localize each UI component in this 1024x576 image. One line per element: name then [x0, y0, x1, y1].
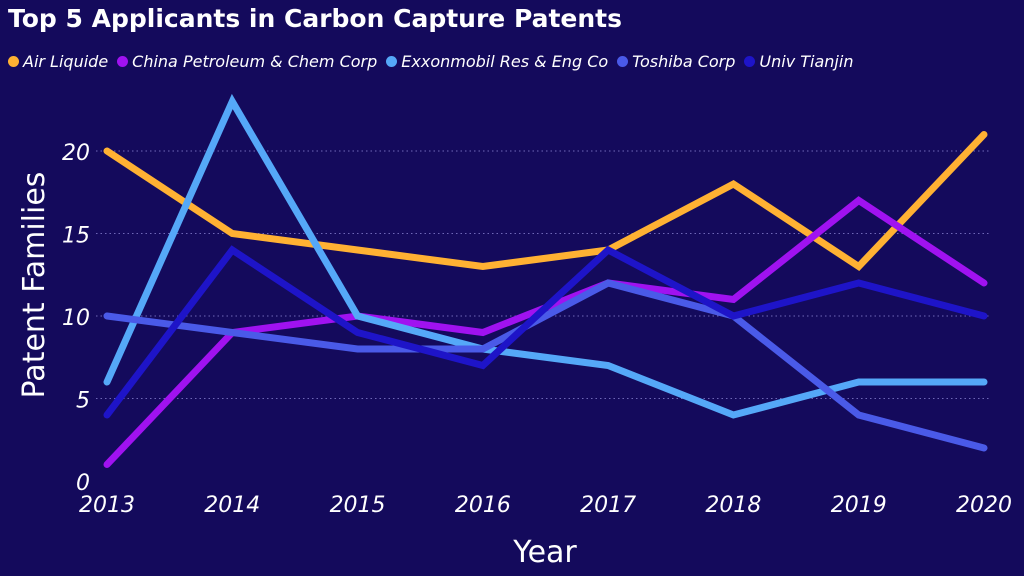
- legend-marker-icon: [617, 56, 629, 67]
- series-line-3: [103, 279, 988, 452]
- legend-label: Exxonmobil Res & Eng Co: [401, 52, 609, 71]
- y-axis-title: Patent Families: [17, 172, 52, 399]
- series-line-2: [103, 93, 988, 419]
- y-tick-label: 10: [62, 306, 90, 331]
- legend-marker-icon: [8, 56, 19, 67]
- x-tick-label: 2020: [956, 493, 1012, 518]
- legend-item-air-liquide: Air Liquide: [8, 52, 108, 71]
- legend-marker-icon: [117, 56, 129, 67]
- x-tick-label: 2018: [705, 493, 761, 518]
- legend-item-china-petroleum: China Petroleum & Chem Corp: [117, 52, 377, 71]
- x-tick-label: 2014: [204, 493, 260, 518]
- series-line-4: [103, 245, 988, 419]
- x-axis-title: Year: [512, 535, 577, 570]
- axis-ticks: 0 5 10 15 20 2013 2014 2015 2016 2017 2018 2019 2020: [62, 141, 1012, 518]
- series-line-0: [103, 131, 988, 272]
- legend-item-univ-tianjin: Univ Tianjin: [744, 52, 853, 71]
- legend-item-exxonmobil: Exxonmobil Res & Eng Co: [386, 52, 608, 71]
- y-tick-label: 15: [62, 224, 90, 249]
- legend-marker-icon: [386, 56, 398, 67]
- y-tick-label: 0: [76, 471, 90, 496]
- legend-label: Air Liquide: [23, 52, 109, 71]
- legend-label: Univ Tianjin: [759, 52, 854, 71]
- x-tick-label: 2015: [330, 493, 386, 518]
- legend-marker-icon: [744, 56, 756, 67]
- chart-title: Top 5 Applicants in Carbon Capture Paten…: [8, 4, 623, 33]
- legend-label: Toshiba Corp: [632, 52, 736, 71]
- legend-item-toshiba: Toshiba Corp: [617, 52, 735, 71]
- y-tick-label: 5: [76, 389, 90, 414]
- x-tick-label: 2016: [455, 493, 511, 518]
- series-lines: [103, 93, 988, 468]
- x-tick-label: 2013: [79, 493, 135, 518]
- gridlines: [96, 150, 990, 399]
- legend: Air Liquide China Petroleum & Chem Corp …: [8, 52, 862, 71]
- legend-label: China Petroleum & Chem Corp: [132, 52, 378, 71]
- x-tick-label: 2017: [580, 493, 636, 518]
- x-tick-label: 2019: [831, 493, 887, 518]
- y-tick-label: 20: [62, 141, 90, 166]
